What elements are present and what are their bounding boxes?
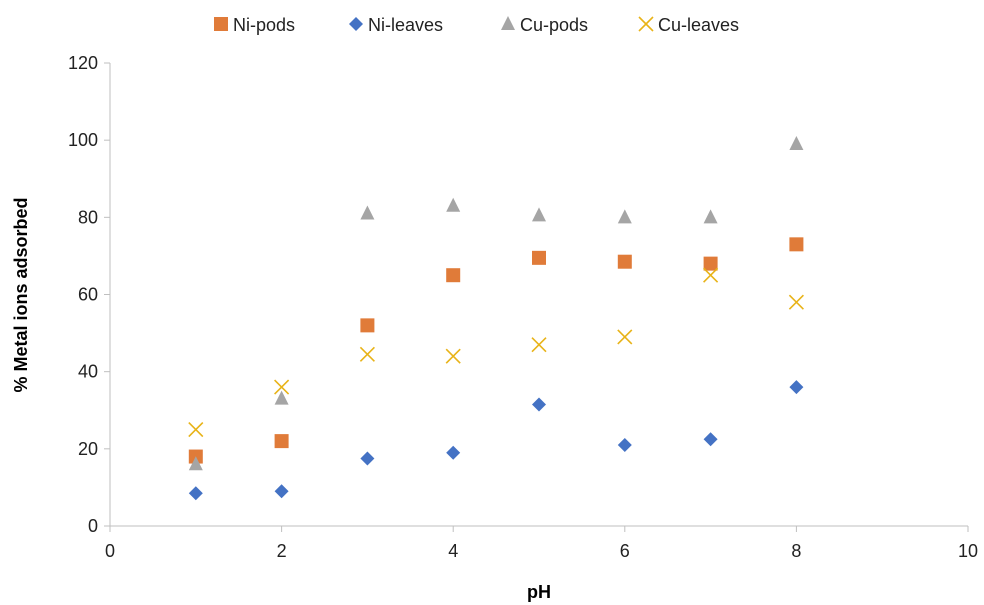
plot-area [188,136,804,501]
data-point [188,486,203,501]
data-point [274,390,289,405]
series-ni-leaves [188,380,804,501]
series-cu-pods [188,136,804,471]
data-point [274,434,289,449]
legend-marker-square [214,17,228,31]
y-tick-label: 0 [88,516,98,536]
data-point [446,268,461,283]
x-stroke [531,337,547,353]
x-tick-label: 0 [105,541,115,561]
data-point [360,451,375,466]
y-tick-label: 40 [78,362,98,382]
x-stroke [274,379,290,395]
series-ni-pods [188,237,804,464]
y-axis-title: % Metal ions adsorbed [11,197,31,392]
data-point [617,437,632,452]
legend-item: Ni-pods [214,15,295,35]
data-point [274,379,290,395]
data-point [188,421,204,438]
x-tick-label: 8 [791,541,801,561]
x-stroke [638,16,654,32]
data-point [188,456,203,471]
series-cu-leaves [188,267,804,438]
data-point [788,294,804,310]
data-point [703,256,718,271]
x-stroke [359,346,375,362]
data-point [532,250,546,265]
data-point [789,380,804,395]
y-tick-label: 80 [78,207,98,227]
legend-item: Cu-leaves [638,15,739,35]
data-point [532,397,546,412]
data-point [703,432,718,447]
data-point [360,205,375,220]
data-point [617,209,632,224]
data-point [789,136,804,151]
y-axis: 0 20 40 60 80 100 120 [68,53,111,536]
x-stroke [703,267,719,283]
data-point [532,207,546,222]
y-tick-label: 120 [68,53,98,73]
legend-item: Ni-leaves [349,15,443,35]
x-tick-label: 6 [620,541,630,561]
y-tick-label: 100 [68,130,98,150]
x-axis: 0 2 4 6 8 10 [105,525,978,561]
data-point [274,484,289,499]
data-point [617,329,633,345]
y-tick-label: 20 [78,439,98,459]
legend-label: Ni-pods [233,15,295,35]
legend-marker-triangle [501,16,515,30]
data-point [531,337,547,353]
x-stroke [188,421,204,438]
legend-label: Cu-leaves [658,15,739,35]
x-tick-label: 10 [958,541,978,561]
legend: Ni-pods Ni-leaves Cu-pods Cu-leaves [214,15,739,35]
data-point [703,209,718,224]
x-tick-label: 2 [277,541,287,561]
data-point [617,254,632,269]
legend-label: Cu-pods [520,15,588,35]
data-point [360,318,375,333]
legend-label: Ni-leaves [368,15,443,35]
data-point [446,197,461,212]
data-point [359,346,375,362]
data-point [789,237,804,252]
x-stroke [788,294,804,310]
legend-marker-x [638,16,654,32]
legend-item: Cu-pods [501,15,588,35]
data-point [703,267,719,283]
data-point [446,445,461,460]
x-tick-label: 4 [448,541,458,561]
x-stroke [445,348,461,364]
y-tick-label: 60 [78,285,98,305]
legend-marker-diamond [349,17,363,31]
data-point [445,348,461,364]
x-stroke [617,329,633,345]
x-axis-title: pH [527,582,551,602]
